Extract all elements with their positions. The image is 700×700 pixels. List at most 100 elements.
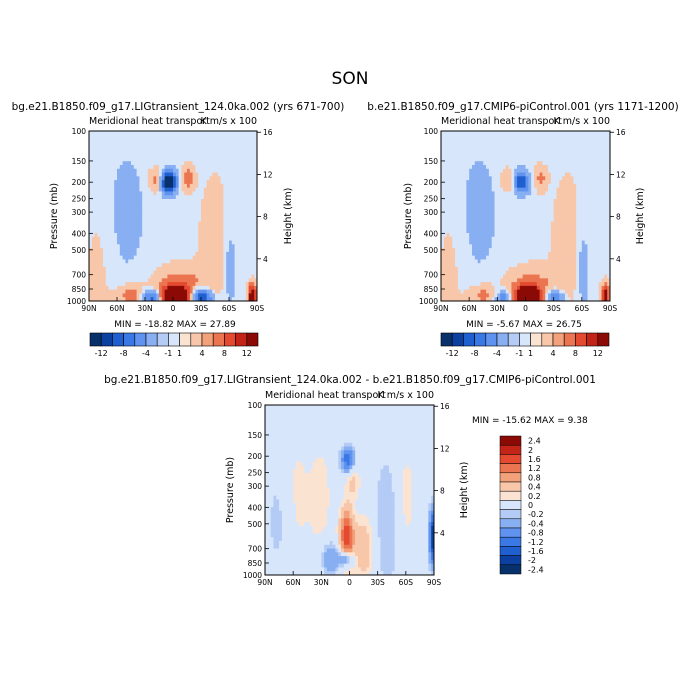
y-tick-label: 100 [72,127,87,136]
field-cell [471,221,476,226]
field-cell [192,255,196,260]
field-cell [508,195,512,200]
field-cell [587,267,591,272]
field-cell [562,210,566,215]
field-cell [209,255,213,260]
field-cell [486,267,490,272]
field-cell [497,187,501,192]
field-cell [108,233,112,238]
field-cell [469,161,473,166]
field-cell [542,180,546,185]
field-cell [491,142,495,147]
field-cell [564,210,569,215]
field-cell [556,225,560,230]
field-cell [533,168,538,173]
field-cell [189,267,193,272]
field-cell [161,233,165,238]
field-cell [248,278,252,283]
field-cell [223,210,227,215]
field-cell [170,289,174,294]
field-cell [553,259,557,264]
field-cell [545,195,549,200]
field-cell [243,142,247,147]
field-cell [184,229,188,234]
field-cell [195,183,199,189]
field-cell [97,149,101,155]
field-cell [573,259,577,264]
field-cell [511,195,515,200]
field-cell [248,131,252,136]
field-cell [463,259,467,264]
field-cell [466,195,470,200]
field-cell [251,240,255,245]
field-cell [125,206,129,211]
field-cell [474,244,479,249]
field-cell [449,210,453,215]
field-cell [248,259,252,264]
field-cell [452,142,456,147]
field-cell [446,214,450,219]
field-cell [531,172,535,177]
field-cell [593,259,597,264]
field-cell [494,176,498,181]
field-cell [579,157,583,162]
field-cell [122,293,126,298]
field-cell [601,195,605,200]
field-cell [533,199,538,204]
field-cell [133,146,137,151]
field-cell [195,195,199,200]
field-cell [175,149,179,155]
field-cell [223,165,227,170]
field-cell [508,267,512,272]
field-cell [178,233,182,238]
colorbar-box [100,332,113,347]
field-cell [573,146,577,151]
field-cell [559,195,563,200]
field-cell [593,131,597,136]
field-cell [502,165,507,170]
field-cell [248,146,252,151]
field-cell [488,225,493,230]
field-cell [486,168,490,173]
field-cell [245,172,249,177]
field-cell [471,138,476,143]
field-cell [181,146,185,151]
field-cell [449,191,453,196]
field-cell [209,210,213,215]
field-cell [189,157,193,162]
field-cell [111,244,115,249]
field-cell [550,191,555,196]
field-cell [195,187,199,192]
field-cell [203,191,207,196]
colorbar-box [134,332,147,347]
field-cell [131,278,135,283]
field-cell [539,134,543,139]
field-cell [147,161,151,166]
field-cell [192,236,196,241]
field-cell [100,172,104,177]
field-cell [189,248,193,253]
field-cell [570,255,574,260]
y-tick-label: 850 [72,285,87,294]
field-cell [156,217,160,223]
field-cell [590,180,594,185]
field-cell [156,138,160,143]
field-cell [607,176,611,181]
field-cell [100,289,104,294]
field-cell [217,134,221,139]
field-cell [223,297,227,302]
field-cell [590,168,594,173]
field-cell [122,199,126,204]
field-cell [576,244,580,249]
field-cell [156,183,160,189]
field-cell [593,146,597,151]
field-cell [122,248,126,253]
field-cell [494,146,498,151]
field-cell [231,259,235,264]
field-cell [581,214,586,219]
field-cell [111,267,115,272]
field-cell [240,285,244,291]
field-cell [471,191,476,196]
field-cell [223,146,227,151]
field-cell [234,172,238,177]
